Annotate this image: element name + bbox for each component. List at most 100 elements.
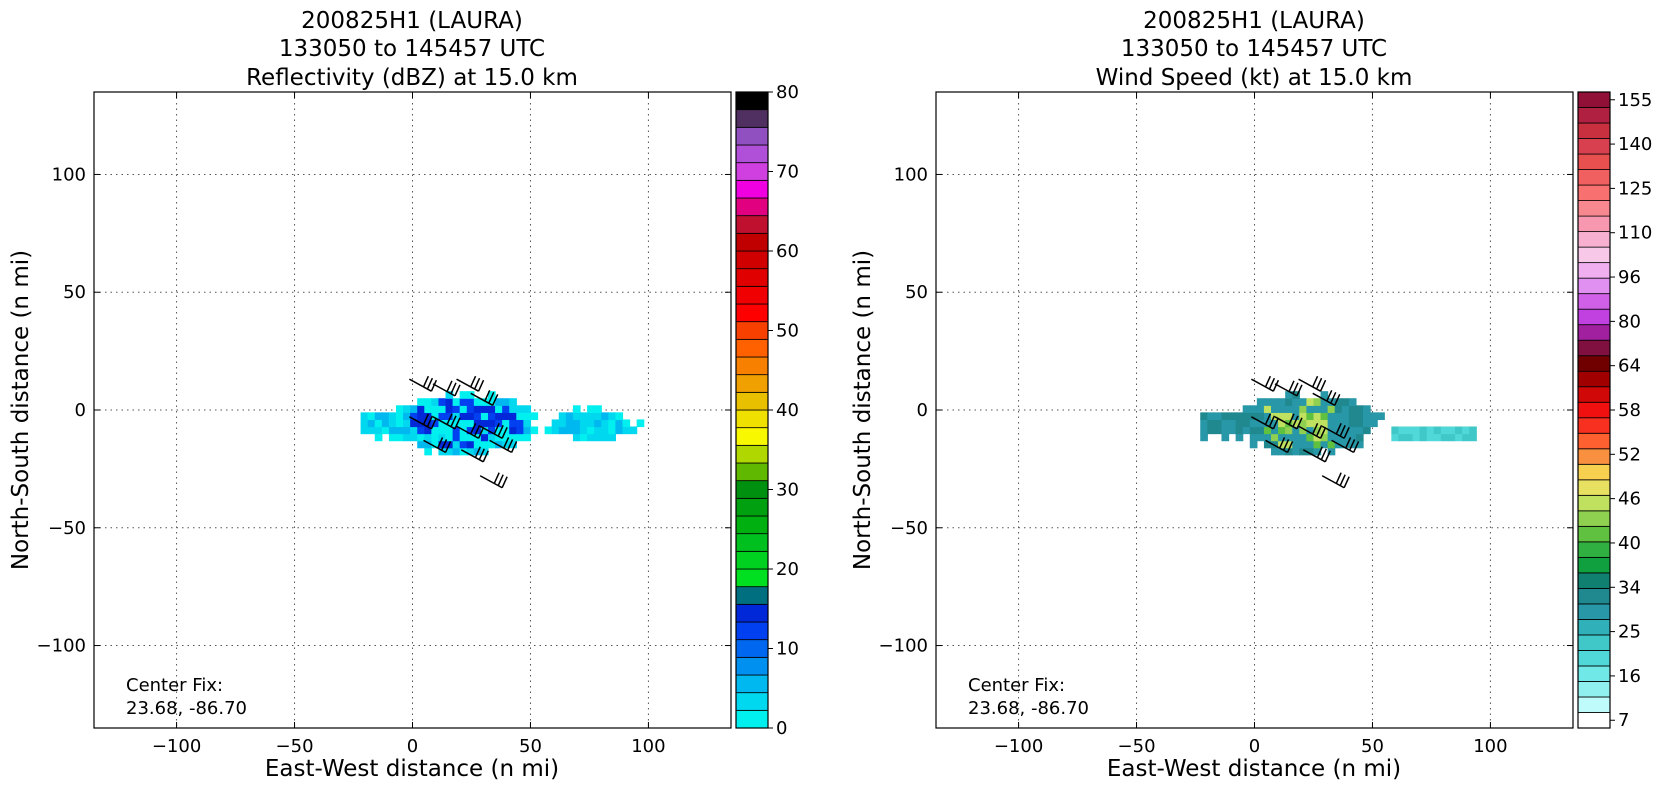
colorbar-segment (1577, 122, 1611, 139)
colorbar-segment (1577, 138, 1611, 155)
x-tick-label: −100 (994, 736, 1043, 757)
colorbar-tick-label: 70 (776, 162, 799, 183)
barb-flag (1335, 472, 1342, 485)
barb-flag (1334, 393, 1341, 406)
wind-barb (432, 413, 461, 430)
echo-cell (1320, 405, 1329, 413)
echo-cell (1207, 419, 1215, 428)
barb-flag (1282, 439, 1290, 451)
echo-cell (459, 405, 468, 413)
barb-flag (430, 417, 438, 430)
colorbar-tick-label: 50 (776, 321, 799, 342)
barb-flag (1272, 379, 1280, 392)
echo-cell (438, 398, 447, 406)
echo-cell (1278, 412, 1286, 421)
colorbar-segment (735, 356, 769, 376)
echo-cell (374, 412, 383, 421)
echo-cell (1327, 447, 1336, 456)
barb-flag (506, 439, 514, 451)
colorbar-segment (1577, 494, 1611, 512)
echo-cell (558, 412, 567, 421)
barb-flag (450, 415, 457, 428)
barb-flag (1278, 437, 1286, 449)
echo-cell (1278, 398, 1286, 406)
echo-cell (622, 426, 631, 435)
colorbar-tick-label: 40 (1618, 533, 1641, 554)
colorbar-segment (1577, 184, 1611, 201)
colorbar-segment (735, 144, 769, 164)
barb-flag (422, 375, 430, 388)
echo-cell (1228, 412, 1237, 421)
echo-cell (516, 426, 524, 435)
x-tick-label: 0 (407, 736, 418, 757)
colorbar-tick-label: 52 (1618, 444, 1641, 465)
echo-cell (417, 398, 425, 406)
echo-cell (516, 419, 524, 428)
barb-flag (484, 389, 491, 402)
echo-cell (445, 412, 454, 421)
echo-cell (424, 433, 432, 442)
colorbar-tick-label: 20 (776, 559, 799, 580)
colorbar-segment (1577, 355, 1611, 372)
echo-cell (1242, 412, 1251, 421)
echo-cell (1405, 426, 1414, 435)
echo-cell (459, 398, 468, 406)
echo-cell (1249, 440, 1258, 449)
echo-cell (1271, 440, 1279, 449)
barb-flag (1268, 377, 1276, 390)
echo-cell (1249, 405, 1258, 413)
echo-cell (1278, 433, 1286, 442)
echo-cell (452, 405, 461, 413)
echo-cell (367, 419, 376, 428)
colorbar-segment (1577, 277, 1611, 295)
echo-cell (601, 426, 609, 435)
barb-flag (1324, 450, 1331, 463)
echo-cell (1306, 398, 1315, 406)
colorbar-segment (735, 321, 769, 340)
colorbar-tick-label: 60 (776, 241, 799, 262)
echo-cell (1263, 419, 1272, 428)
echo-cell (580, 426, 588, 435)
echo-cell (1455, 433, 1463, 442)
colorbar-tick-label: 110 (1618, 223, 1652, 244)
wind-barb (1321, 422, 1350, 439)
echo-cell (1292, 405, 1300, 413)
x-tick-label: −50 (1118, 736, 1156, 757)
x-tick-label: 0 (1249, 736, 1260, 757)
colorbar-segment (1577, 386, 1611, 403)
echo-cell (381, 419, 390, 428)
echo-cell (445, 419, 454, 428)
axis-ticks: −100 −50 0 50 100 −100 −50 0 50 100 (879, 92, 1573, 757)
echo-cell (1228, 419, 1237, 428)
echo-cell (558, 419, 567, 428)
echo-cell (1334, 412, 1343, 421)
echo-cell (1320, 412, 1329, 421)
echo-cell (1426, 433, 1435, 442)
wind-barb (1331, 437, 1360, 454)
barb-flag (426, 377, 434, 390)
echo-cell (480, 412, 489, 421)
colorbar-segment (1577, 370, 1611, 388)
echo-cell (360, 426, 369, 435)
echo-cell (480, 405, 489, 413)
echo-cell (1313, 447, 1322, 456)
echo-cell (1249, 412, 1258, 421)
echo-cell (572, 426, 581, 435)
echo-cell (502, 405, 510, 413)
echo-cell (466, 433, 475, 442)
echo-cell (1348, 433, 1357, 442)
colorbar-segment (735, 621, 769, 641)
colorbar-segment (1577, 572, 1611, 589)
echo-cell (395, 405, 404, 413)
barb-flag (1268, 415, 1276, 428)
echo-cell (381, 412, 390, 421)
echo-cell (1285, 447, 1293, 456)
echo-cell (473, 440, 482, 449)
barb-flag (440, 439, 448, 451)
echo-cell (502, 419, 510, 428)
barb-flag (477, 379, 485, 392)
colorbar-segment (735, 709, 769, 729)
barb-flag (488, 391, 495, 404)
wind-barb (423, 437, 452, 454)
